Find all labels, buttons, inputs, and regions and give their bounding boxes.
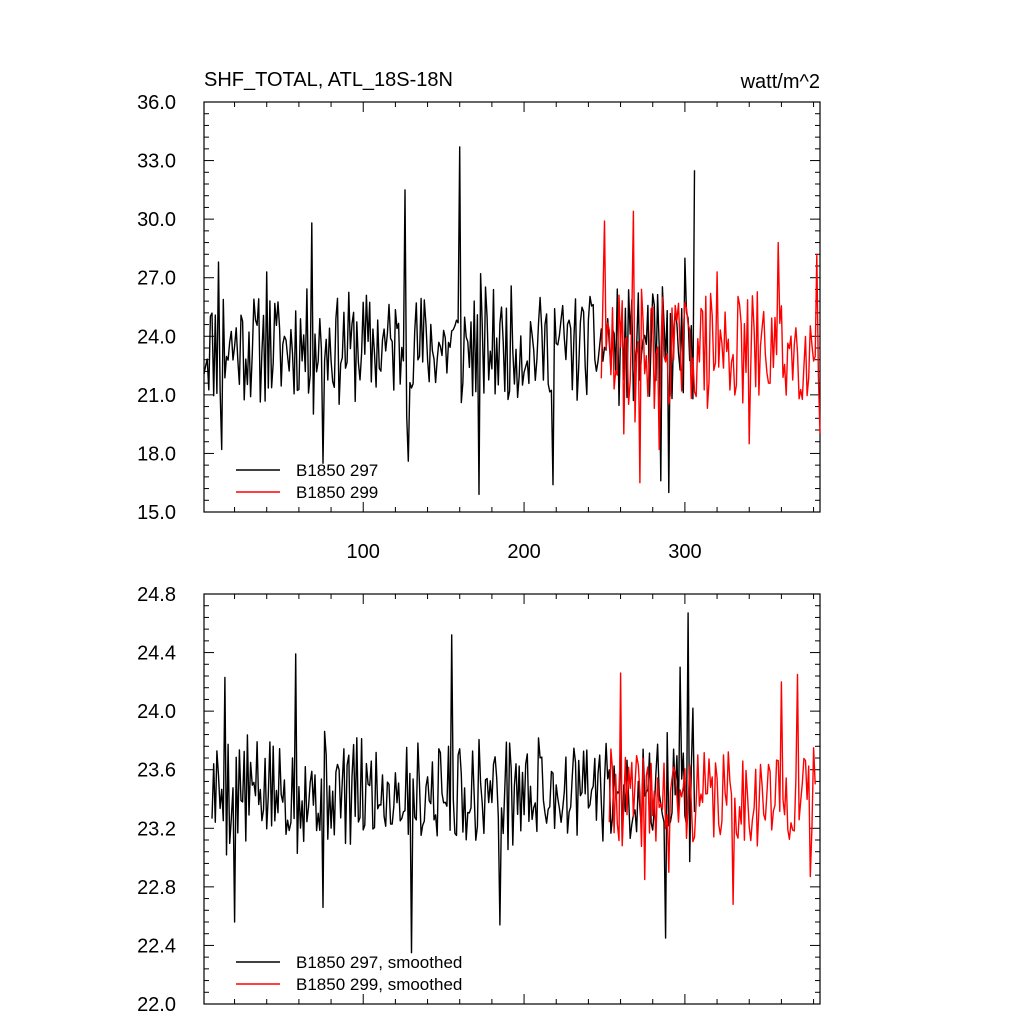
legend-label-b1850-299-smoothed: B1850 299, smoothed — [296, 975, 462, 994]
y-tick-label: 23.2 — [137, 818, 176, 840]
plot-frame — [203, 101, 821, 513]
y-tick-label: 15.0 — [137, 502, 176, 524]
y-tick-label: 33.0 — [137, 151, 176, 173]
series-line-red — [608, 672, 816, 906]
x-tick-label: 100 — [347, 541, 380, 563]
x-tick-label: 300 — [668, 541, 701, 563]
y-tick-label: 18.0 — [137, 443, 176, 465]
units-label: watt/m^2 — [740, 71, 820, 93]
y-tick-label: 24.8 — [137, 584, 176, 606]
y-tick-label: 24.4 — [137, 643, 176, 665]
series-line-black — [211, 612, 696, 954]
y-tick-label: 23.6 — [137, 760, 176, 782]
y-tick-label: 36.0 — [137, 92, 176, 114]
y-tick-label: 30.0 — [137, 209, 176, 231]
y-tick-label: 24.0 — [137, 701, 176, 723]
legend-label-b1850-297-smoothed: B1850 297, smoothed — [296, 953, 462, 972]
y-tick-label: 22.8 — [137, 877, 176, 899]
legend-label-b1850-299: B1850 299 — [296, 483, 378, 502]
y-tick-label: 24.0 — [137, 326, 176, 348]
series-line-red — [600, 210, 821, 484]
chart-title: SHF_TOTAL, ATL_18S-18N — [204, 69, 453, 91]
y-tick-label: 21.0 — [137, 385, 176, 407]
y-tick-label: 27.0 — [137, 268, 176, 290]
y-tick-label: 22.4 — [137, 935, 176, 957]
x-tick-label: 200 — [507, 541, 540, 563]
legend-label-b1850-297: B1850 297 — [296, 461, 378, 480]
y-tick-label: 22.0 — [137, 994, 176, 1016]
plot-frame — [203, 593, 821, 1005]
